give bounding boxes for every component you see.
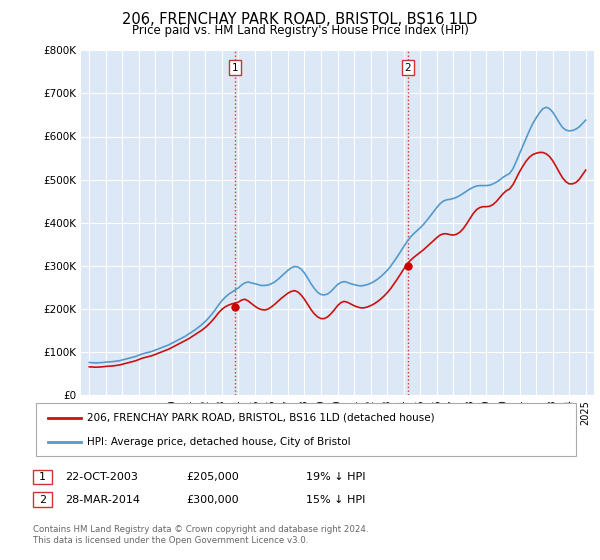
Text: 19% ↓ HPI: 19% ↓ HPI	[306, 472, 365, 482]
Text: Contains HM Land Registry data © Crown copyright and database right 2024.: Contains HM Land Registry data © Crown c…	[33, 525, 368, 534]
Text: 1: 1	[232, 63, 238, 73]
Text: 22-OCT-2003: 22-OCT-2003	[65, 472, 137, 482]
Text: £205,000: £205,000	[186, 472, 239, 482]
Text: 206, FRENCHAY PARK ROAD, BRISTOL, BS16 1LD: 206, FRENCHAY PARK ROAD, BRISTOL, BS16 1…	[122, 12, 478, 27]
Text: 1: 1	[39, 472, 46, 482]
Text: £300,000: £300,000	[186, 494, 239, 505]
Text: 2: 2	[39, 494, 46, 505]
Text: 206, FRENCHAY PARK ROAD, BRISTOL, BS16 1LD (detached house): 206, FRENCHAY PARK ROAD, BRISTOL, BS16 1…	[87, 413, 434, 423]
Text: HPI: Average price, detached house, City of Bristol: HPI: Average price, detached house, City…	[87, 437, 350, 447]
Text: 2: 2	[404, 63, 411, 73]
Text: 15% ↓ HPI: 15% ↓ HPI	[306, 494, 365, 505]
Text: 28-MAR-2014: 28-MAR-2014	[65, 494, 140, 505]
Text: This data is licensed under the Open Government Licence v3.0.: This data is licensed under the Open Gov…	[33, 536, 308, 545]
Text: Price paid vs. HM Land Registry's House Price Index (HPI): Price paid vs. HM Land Registry's House …	[131, 24, 469, 37]
